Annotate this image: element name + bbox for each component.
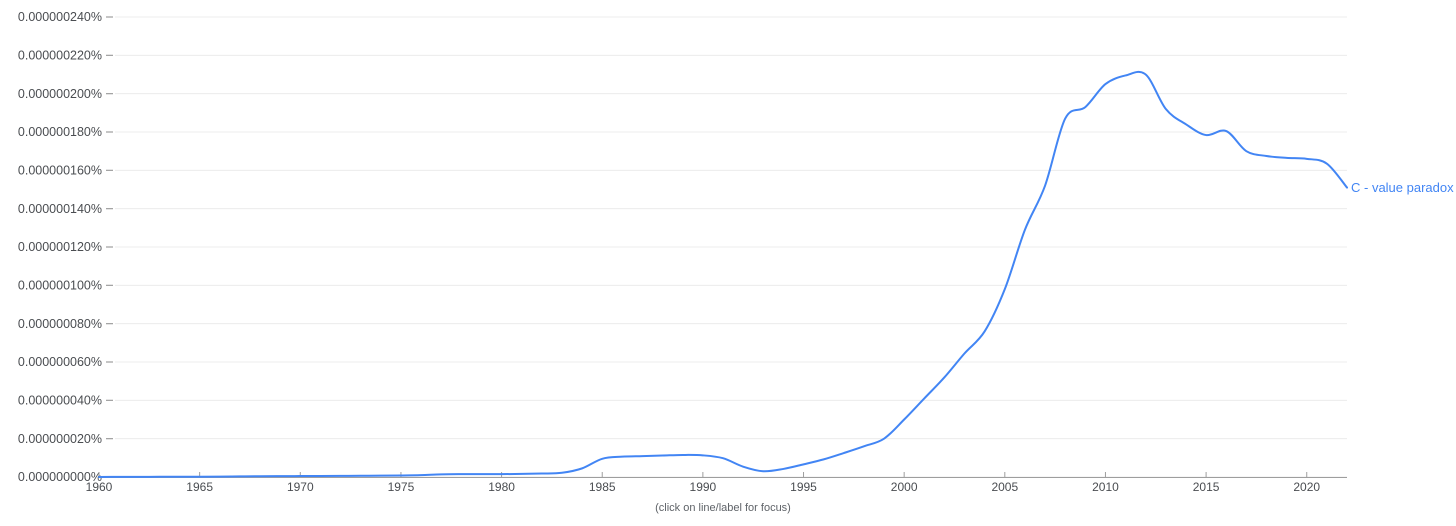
y-axis-tick-label: 0.000000180% [18, 125, 102, 139]
series-end-label[interactable]: C - value paradox [1351, 179, 1454, 195]
y-axis-tick-label: 0.000000040% [18, 394, 102, 408]
x-axis-tick-label: 2000 [891, 480, 918, 494]
x-axis-tick-label: 1995 [790, 480, 817, 494]
y-axis-tick-label: 0.000000100% [18, 279, 102, 293]
series-line[interactable] [98, 70, 1348, 478]
y-axis-tick-label: 0.000000140% [18, 202, 102, 216]
x-axis-tick-label: 2015 [1193, 480, 1220, 494]
x-axis-tick-label: 1970 [287, 480, 314, 494]
x-axis-tick-label: 1960 [86, 480, 113, 494]
y-axis-tick-label: 0.000000120% [18, 240, 102, 254]
x-axis-tick-label: 1990 [690, 480, 717, 494]
x-axis-tick-label: 2020 [1293, 480, 1320, 494]
x-axis-tick-label: 1980 [488, 480, 515, 494]
x-axis-tick-label: 2010 [1092, 480, 1119, 494]
y-axis-tick-label: 0.000000160% [18, 164, 102, 178]
y-axis-tick-label: 0.000000200% [18, 87, 102, 101]
focus-hint-text: (click on line/label for focus) [655, 502, 791, 514]
y-axis-tick-label: 0.000000240% [18, 10, 102, 24]
x-axis-tick-label: 1985 [589, 480, 616, 494]
x-axis-tick-label: 2005 [991, 480, 1018, 494]
y-axis-tick-label: 0.000000080% [18, 317, 102, 331]
y-axis-tick-label: 0.000000220% [18, 49, 102, 63]
y-axis-tick-label: 0.000000060% [18, 355, 102, 369]
x-axis-tick-label: 1965 [186, 480, 213, 494]
y-axis-tick-label: 0.000000020% [18, 432, 102, 446]
y-axis-tick-label: 0.000000000% [18, 470, 102, 484]
x-axis-tick-label: 1975 [388, 480, 415, 494]
